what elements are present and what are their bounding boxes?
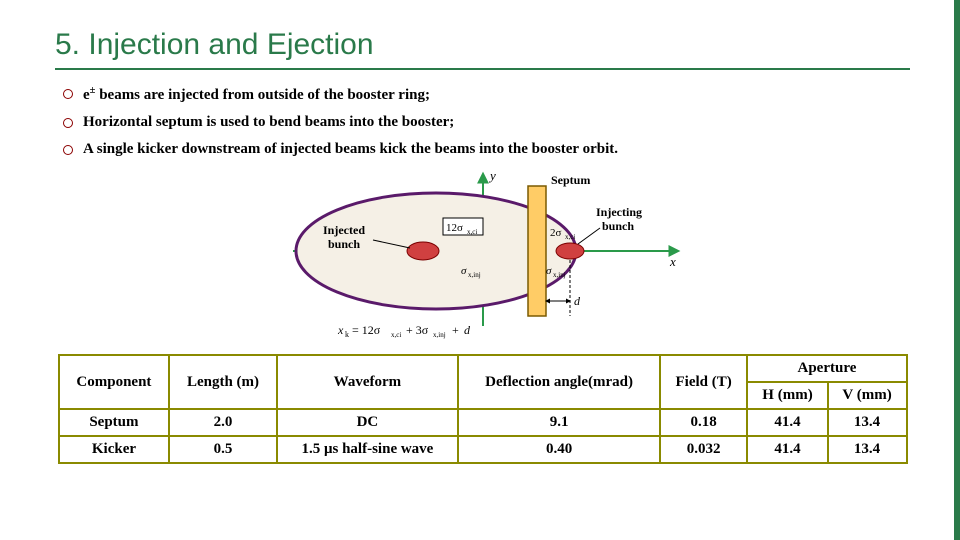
table-header-row: Component Length (m) Waveform Deflection… [59, 355, 907, 382]
bullet-item: Horizontal septum is used to bend beams … [61, 113, 910, 132]
page-title: 5. Injection and Ejection [55, 28, 910, 70]
two-sigma-text: 2σ [550, 227, 562, 239]
cell-v: 13.4 [828, 436, 907, 463]
col-aperture-h: H (mm) [747, 382, 827, 409]
septum-rect [528, 186, 546, 316]
injected-bunch [407, 242, 439, 260]
septum-label: Septum [551, 173, 590, 187]
svg-text:= 12σ: = 12σ [352, 323, 381, 337]
injecting-label-1: Injecting [596, 205, 642, 219]
injecting-bunch [556, 243, 584, 259]
bullet-list: e± beams are injected from outside of th… [55, 84, 910, 158]
cell-deflection: 0.40 [458, 436, 660, 463]
injection-diagram: y x Septum Injected bunch Injecting bunc… [55, 166, 910, 346]
col-length: Length (m) [169, 355, 276, 409]
col-component: Component [59, 355, 170, 409]
d-label: d [574, 294, 581, 308]
cell-length: 0.5 [169, 436, 276, 463]
svg-text:+ 3σ: + 3σ [406, 323, 429, 337]
table-row: Septum 2.0 DC 9.1 0.18 41.4 13.4 [59, 409, 907, 436]
sigma-inj-1: σ [461, 265, 467, 277]
two-sigma-sub: x,ci [565, 233, 575, 241]
cell-component: Septum [59, 409, 170, 436]
sigma-inj-2: σ [546, 265, 552, 277]
xk-formula: x [337, 323, 344, 337]
bullet-item: A single kicker downstream of injected b… [61, 140, 910, 159]
cell-field: 0.032 [660, 436, 748, 463]
injected-label-2: bunch [328, 237, 360, 251]
accent-bar [954, 0, 960, 540]
bullet-text: beams are injected from outside of the b… [99, 87, 430, 103]
twelve-sigma-text: 12σ [446, 222, 463, 234]
sigma-inj-2-sub: x,inj [553, 271, 566, 279]
cell-v: 13.4 [828, 409, 907, 436]
svg-text:x,ci: x,ci [391, 331, 401, 339]
table-row: Kicker 0.5 1.5 μs half-sine wave 0.40 0.… [59, 436, 907, 463]
svg-text:x,inj: x,inj [433, 331, 446, 339]
injected-label-1: Injected [323, 223, 365, 237]
cell-deflection: 9.1 [458, 409, 660, 436]
svg-text:d: d [464, 323, 471, 337]
cell-h: 41.4 [747, 436, 827, 463]
x-label: x [669, 254, 676, 269]
y-label: y [488, 168, 496, 183]
parameters-table: Component Length (m) Waveform Deflection… [58, 354, 908, 464]
slide-body: 5. Injection and Ejection e± beams are i… [0, 0, 960, 464]
cell-waveform: DC [277, 409, 459, 436]
col-aperture: Aperture [747, 355, 906, 382]
cell-component: Kicker [59, 436, 170, 463]
col-aperture-v: V (mm) [828, 382, 907, 409]
col-field: Field (T) [660, 355, 748, 409]
cell-waveform: 1.5 μs half-sine wave [277, 436, 459, 463]
svg-text:k: k [345, 330, 349, 339]
col-deflection: Deflection angle(mrad) [458, 355, 660, 409]
cell-length: 2.0 [169, 409, 276, 436]
cell-h: 41.4 [747, 409, 827, 436]
sigma-inj-1-sub: x,inj [468, 271, 481, 279]
bullet-item: e± beams are injected from outside of th… [61, 84, 910, 105]
col-waveform: Waveform [277, 355, 459, 409]
svg-text:+: + [452, 323, 459, 337]
injecting-label-2: bunch [602, 219, 634, 233]
injecting-pointer [578, 228, 600, 244]
cell-field: 0.18 [660, 409, 748, 436]
twelve-sigma-sub: x,ci [467, 228, 477, 236]
